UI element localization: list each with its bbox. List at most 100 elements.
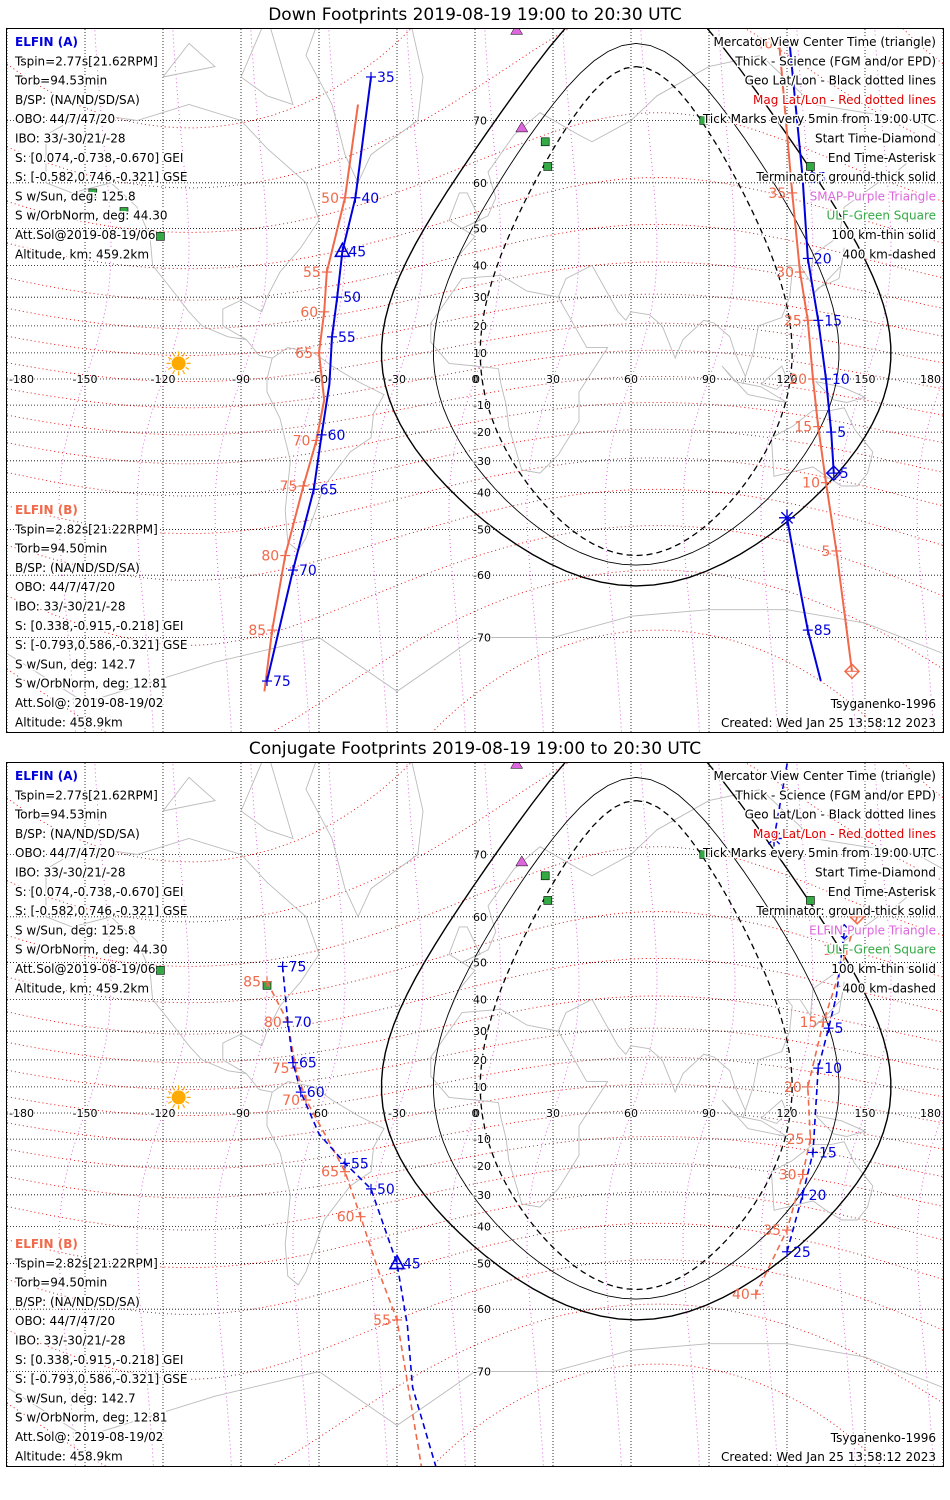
ulf-square <box>806 896 815 905</box>
elfin-b-info-line: OBO: 44/7/47/20 <box>15 1314 115 1328</box>
elfin-a-info-line: B/SP: (NA/ND/SD/SA) <box>15 93 140 107</box>
elfin-a-start-tick-label: 5 <box>840 466 849 482</box>
coastline <box>815 1115 867 1137</box>
elfin-a-info-line: Altitude, km: 459.2km <box>15 981 149 995</box>
y-tick-label: 40 <box>473 993 487 1006</box>
elfin-a-info-line: S w/Sun, deg: 125.8 <box>15 923 136 937</box>
elfin-b-start-tick-label: 25 <box>787 1132 805 1148</box>
elfin-b-info-line: S w/OrbNorm, deg: 12.81 <box>15 677 167 691</box>
elfin-a-info-line: S: [-0.582,0.746,-0.321] GSE <box>15 904 188 918</box>
mag-lat-line <box>7 1083 943 1143</box>
coastline <box>162 42 216 78</box>
elfin-a-tick-label: 75 <box>273 674 291 690</box>
elfin-a-tick-label: 65 <box>320 482 338 498</box>
ulf-square <box>699 850 709 859</box>
ulf-square <box>699 116 709 125</box>
elfin-a-end-asterisk <box>767 832 781 845</box>
legend-line: 400 km-dashed <box>842 981 936 995</box>
elfin-a-info-line: S w/Sun, deg: 125.8 <box>15 189 136 203</box>
legend-line: SMAP-Purple Triangle <box>810 189 936 203</box>
elfin-b-info-line: B/SP: (NA/ND/SD/SA) <box>15 1295 140 1309</box>
elfin-a-center-triangle <box>334 241 351 258</box>
elfin-b-tick-label: 70 <box>293 433 311 449</box>
x-tick-label: 0 <box>472 1107 479 1120</box>
ulf-square <box>543 162 553 171</box>
elfin-a-info-line: S: [0.074,-0.738,-0.670] GEI <box>15 885 183 899</box>
ulf-square <box>156 232 165 241</box>
sun-ray <box>185 366 190 370</box>
elfin-b-info-line: IBO: 33/-30/21/-28 <box>15 600 126 614</box>
x-tick-label: 180 <box>920 1107 941 1120</box>
coastline <box>240 763 294 840</box>
x-tick-label: -90 <box>232 373 250 386</box>
legend-line: Terminator: ground-thick solid <box>755 904 936 918</box>
y-tick-label: 50 <box>473 956 487 969</box>
mag-lat-line <box>7 293 943 356</box>
legend-line: ULF-Green Square <box>826 943 936 957</box>
terminator-ground <box>380 29 892 587</box>
legend-line: Geo Lat/Lon - Black dotted lines <box>745 74 936 88</box>
elfin-b-info-line: Att.Sol@: 2019-08-19/02 <box>15 1430 163 1444</box>
elfin-a-start-tick-label: 25 <box>793 1245 811 1261</box>
text-layer: ELFIN (A) Tspin=2.77s[21.62RPM] Torb=94.53… <box>13 34 938 732</box>
map-layer: -180 -150 -120 -90 -60 -30 0 30 60 90 120 150 180 -70… <box>7 29 943 732</box>
elfin-a-info-line: OBO: 44/7/47/20 <box>15 846 115 860</box>
elfin-b-info-line: Altitude: 458.9km <box>15 1449 123 1463</box>
elfin-b-info-line: S: [-0.793,0.586,-0.321] GSE <box>15 1372 188 1386</box>
y-tick-label: -70 <box>473 632 491 645</box>
sun-ray <box>167 1090 172 1094</box>
elfin-a-info-line: Torb=94.53min <box>14 808 107 822</box>
terminator-400km <box>479 65 793 557</box>
y-tick-label: 0 <box>473 1107 480 1120</box>
elfin-a-start-tick-label: 10 <box>832 372 850 388</box>
elfin-a-info-line: IBO: 33/-30/21/-28 <box>15 132 126 146</box>
elfin-b-tick-label: 55 <box>373 1313 391 1329</box>
coastline <box>760 365 788 390</box>
elfin-a-end-track <box>773 763 790 839</box>
elfin-a-info-line: Tspin=2.77s[21.62RPM] <box>14 788 158 802</box>
elfin-a-start-diamond <box>836 923 853 940</box>
legend-line: Mercator View Center Time (triangle) <box>714 769 936 783</box>
terminator-100km <box>433 42 840 566</box>
elfin-b-info-line: B/SP: (NA/ND/SD/SA) <box>15 561 140 575</box>
legend-line: Start Time-Diamond <box>815 866 936 880</box>
elfin-b-tick-label: 80 <box>264 1015 282 1031</box>
elfin-a-tick-label: 55 <box>338 330 356 346</box>
elfin-b-start-tick-label: 20 <box>789 372 807 388</box>
sun-ray <box>172 352 176 357</box>
down-footprints-map: -180 -150 -120 -90 -60 -30 0 30 60 90 120 150 180 -70… <box>7 29 943 732</box>
elfin-b-header: ELFIN (B) <box>15 503 78 517</box>
legend-line: End Time-Asterisk <box>828 151 936 165</box>
map-layer: -180 -150 -120 -90 -60 -30 0 30 60 90 120 150 180 -70… <box>7 763 943 1466</box>
conjugate-footprints-map: -180 -150 -120 -90 -60 -30 0 30 60 90 120 150 180 -70… <box>7 763 943 1466</box>
elfin-a-start-tick-label: 5 <box>835 1021 844 1037</box>
elfin-b-start-tick-label: 10 <box>823 943 841 959</box>
y-tick-label: 40 <box>473 259 487 272</box>
conjugate-footprints-panel: -180 -150 -120 -90 -60 -30 0 30 60 90 120 150 180 -70… <box>6 762 944 1467</box>
elfin-b-start-track <box>755 916 858 1295</box>
elfin-b-start-tick-label: 25 <box>784 313 802 329</box>
x-tick-label: 60 <box>624 373 638 386</box>
elfin-a-info-line: S: [-0.582,0.746,-0.321] GSE <box>15 170 188 184</box>
elfin-b-start-tick-label: 30 <box>776 265 794 281</box>
sun-ray <box>185 1090 190 1094</box>
x-tick-label: 180 <box>920 373 941 386</box>
legend-line: 100 km-thin solid <box>831 228 936 242</box>
x-tick-label: -150 <box>73 373 98 386</box>
x-tick-label: -30 <box>388 1107 406 1120</box>
mag-lat-line <box>7 457 943 535</box>
legend-line: ELFIN-Purple Triangle <box>809 923 936 937</box>
y-tick-label: 10 <box>473 347 487 360</box>
x-tick-label: -60 <box>310 373 328 386</box>
elfin-a-tick-label: 50 <box>343 290 361 306</box>
elfin-b-tick-label: 65 <box>295 346 313 362</box>
ulf-square <box>88 188 98 198</box>
elfin-a-end-asterisk <box>780 511 794 524</box>
elfin-b-info-line: S: [0.338,-0.915,-0.218] GEI <box>15 619 183 633</box>
sun-ray <box>185 356 190 360</box>
sun-ray <box>182 352 186 357</box>
elfin-b-info-line: Att.Sol@: 2019-08-19/02 <box>15 696 163 710</box>
elfin-a-end-track <box>786 517 822 682</box>
sun-ray <box>172 1086 176 1091</box>
mag-lat-line <box>7 488 943 581</box>
